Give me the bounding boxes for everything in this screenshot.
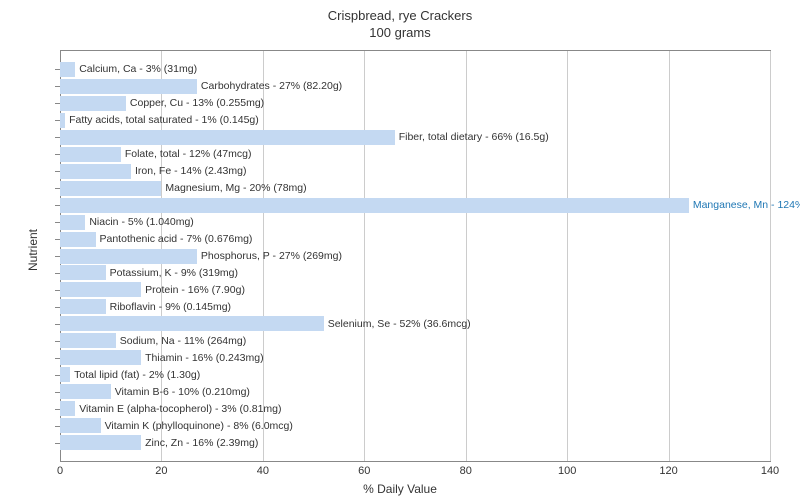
nutrient-bar bbox=[60, 350, 141, 365]
chart-title: Crispbread, rye Crackers 100 grams bbox=[0, 0, 800, 42]
bar-row: Riboflavin - 9% (0.145mg) bbox=[60, 299, 770, 314]
nutrient-bar bbox=[60, 265, 106, 280]
bar-row: Magnesium, Mg - 20% (78mg) bbox=[60, 181, 770, 196]
bar-label: Phosphorus, P - 27% (269mg) bbox=[197, 250, 342, 262]
nutrient-bar bbox=[60, 367, 70, 382]
nutrient-bar bbox=[60, 401, 75, 416]
bar-label: Fatty acids, total saturated - 1% (0.145… bbox=[65, 114, 259, 126]
plot-area: 020406080100120140Calcium, Ca - 3% (31mg… bbox=[60, 50, 771, 462]
bar-row: Carbohydrates - 27% (82.20g) bbox=[60, 79, 770, 94]
bar-row: Vitamin E (alpha-tocopherol) - 3% (0.81m… bbox=[60, 401, 770, 416]
bar-row: Vitamin K (phylloquinone) - 8% (6.0mcg) bbox=[60, 418, 770, 433]
bar-row: Selenium, Se - 52% (36.6mcg) bbox=[60, 316, 770, 331]
title-line-1: Crispbread, rye Crackers bbox=[328, 8, 473, 23]
bar-label: Iron, Fe - 14% (2.43mg) bbox=[131, 165, 246, 177]
bar-label: Fiber, total dietary - 66% (16.5g) bbox=[395, 131, 549, 143]
bar-row: Pantothenic acid - 7% (0.676mg) bbox=[60, 232, 770, 247]
bar-row: Zinc, Zn - 16% (2.39mg) bbox=[60, 435, 770, 450]
bar-row: Sodium, Na - 11% (264mg) bbox=[60, 333, 770, 348]
x-tick-label: 80 bbox=[460, 465, 472, 477]
y-axis-label: Nutrient bbox=[26, 229, 40, 271]
bar-row: Iron, Fe - 14% (2.43mg) bbox=[60, 164, 770, 179]
bar-label: Riboflavin - 9% (0.145mg) bbox=[106, 301, 231, 313]
nutrient-bar bbox=[60, 435, 141, 450]
bar-label: Magnesium, Mg - 20% (78mg) bbox=[161, 182, 306, 194]
bar-row: Calcium, Ca - 3% (31mg) bbox=[60, 62, 770, 77]
x-tick-label: 100 bbox=[558, 465, 576, 477]
bar-label: Total lipid (fat) - 2% (1.30g) bbox=[70, 369, 200, 381]
nutrient-bar bbox=[60, 62, 75, 77]
nutrient-bar bbox=[60, 232, 96, 247]
bar-row: Thiamin - 16% (0.243mg) bbox=[60, 350, 770, 365]
x-tick-label: 0 bbox=[57, 465, 63, 477]
x-tick-label: 60 bbox=[358, 465, 370, 477]
bar-row: Copper, Cu - 13% (0.255mg) bbox=[60, 96, 770, 111]
nutrient-bar bbox=[60, 249, 197, 264]
nutrient-bar bbox=[60, 333, 116, 348]
bar-row: Phosphorus, P - 27% (269mg) bbox=[60, 249, 770, 264]
bar-label: Pantothenic acid - 7% (0.676mg) bbox=[96, 233, 253, 245]
nutrient-bar bbox=[60, 79, 197, 94]
x-tick-label: 20 bbox=[155, 465, 167, 477]
bar-label: Copper, Cu - 13% (0.255mg) bbox=[126, 97, 264, 109]
nutrient-bar bbox=[60, 147, 121, 162]
bar-row: Protein - 16% (7.90g) bbox=[60, 282, 770, 297]
bar-label: Vitamin K (phylloquinone) - 8% (6.0mcg) bbox=[101, 420, 293, 432]
bar-row: Vitamin B-6 - 10% (0.210mg) bbox=[60, 384, 770, 399]
bar-label: Carbohydrates - 27% (82.20g) bbox=[197, 80, 342, 92]
bar-label: Manganese, Mn - 124% (2.475mg) bbox=[689, 199, 800, 211]
nutrient-bar bbox=[60, 299, 106, 314]
bar-row: Total lipid (fat) - 2% (1.30g) bbox=[60, 367, 770, 382]
title-line-2: 100 grams bbox=[369, 25, 430, 40]
bar-label: Folate, total - 12% (47mcg) bbox=[121, 148, 252, 160]
bar-label: Protein - 16% (7.90g) bbox=[141, 284, 245, 296]
x-tick-label: 120 bbox=[659, 465, 677, 477]
bar-row: Niacin - 5% (1.040mg) bbox=[60, 215, 770, 230]
nutrient-bar bbox=[60, 181, 161, 196]
nutrient-bar bbox=[60, 164, 131, 179]
bar-label: Potassium, K - 9% (319mg) bbox=[106, 267, 238, 279]
bar-label: Sodium, Na - 11% (264mg) bbox=[116, 335, 246, 347]
nutrient-bar bbox=[60, 384, 111, 399]
nutrient-bar bbox=[60, 316, 324, 331]
bar-label: Thiamin - 16% (0.243mg) bbox=[141, 352, 263, 364]
bar-label: Niacin - 5% (1.040mg) bbox=[85, 216, 193, 228]
nutrient-bar bbox=[60, 96, 126, 111]
nutrient-bar bbox=[60, 418, 101, 433]
x-tick-label: 140 bbox=[761, 465, 779, 477]
bar-row: Fiber, total dietary - 66% (16.5g) bbox=[60, 130, 770, 145]
bar-row: Folate, total - 12% (47mcg) bbox=[60, 147, 770, 162]
bar-label: Zinc, Zn - 16% (2.39mg) bbox=[141, 437, 258, 449]
nutrient-bar bbox=[60, 198, 689, 213]
bar-row: Potassium, K - 9% (319mg) bbox=[60, 265, 770, 280]
x-tick-label: 40 bbox=[257, 465, 269, 477]
nutrient-bar bbox=[60, 130, 395, 145]
bar-label: Selenium, Se - 52% (36.6mcg) bbox=[324, 318, 471, 330]
x-axis-label: % Daily Value bbox=[363, 482, 437, 496]
bar-row: Fatty acids, total saturated - 1% (0.145… bbox=[60, 113, 770, 128]
bar-row: Manganese, Mn - 124% (2.475mg) bbox=[60, 198, 770, 213]
nutrient-bar bbox=[60, 282, 141, 297]
bar-label: Vitamin E (alpha-tocopherol) - 3% (0.81m… bbox=[75, 403, 281, 415]
nutrient-chart: Crispbread, rye Crackers 100 grams Nutri… bbox=[0, 0, 800, 500]
bar-label: Calcium, Ca - 3% (31mg) bbox=[75, 63, 197, 75]
nutrient-bar bbox=[60, 215, 85, 230]
bar-label: Vitamin B-6 - 10% (0.210mg) bbox=[111, 386, 250, 398]
gridline bbox=[770, 51, 771, 461]
